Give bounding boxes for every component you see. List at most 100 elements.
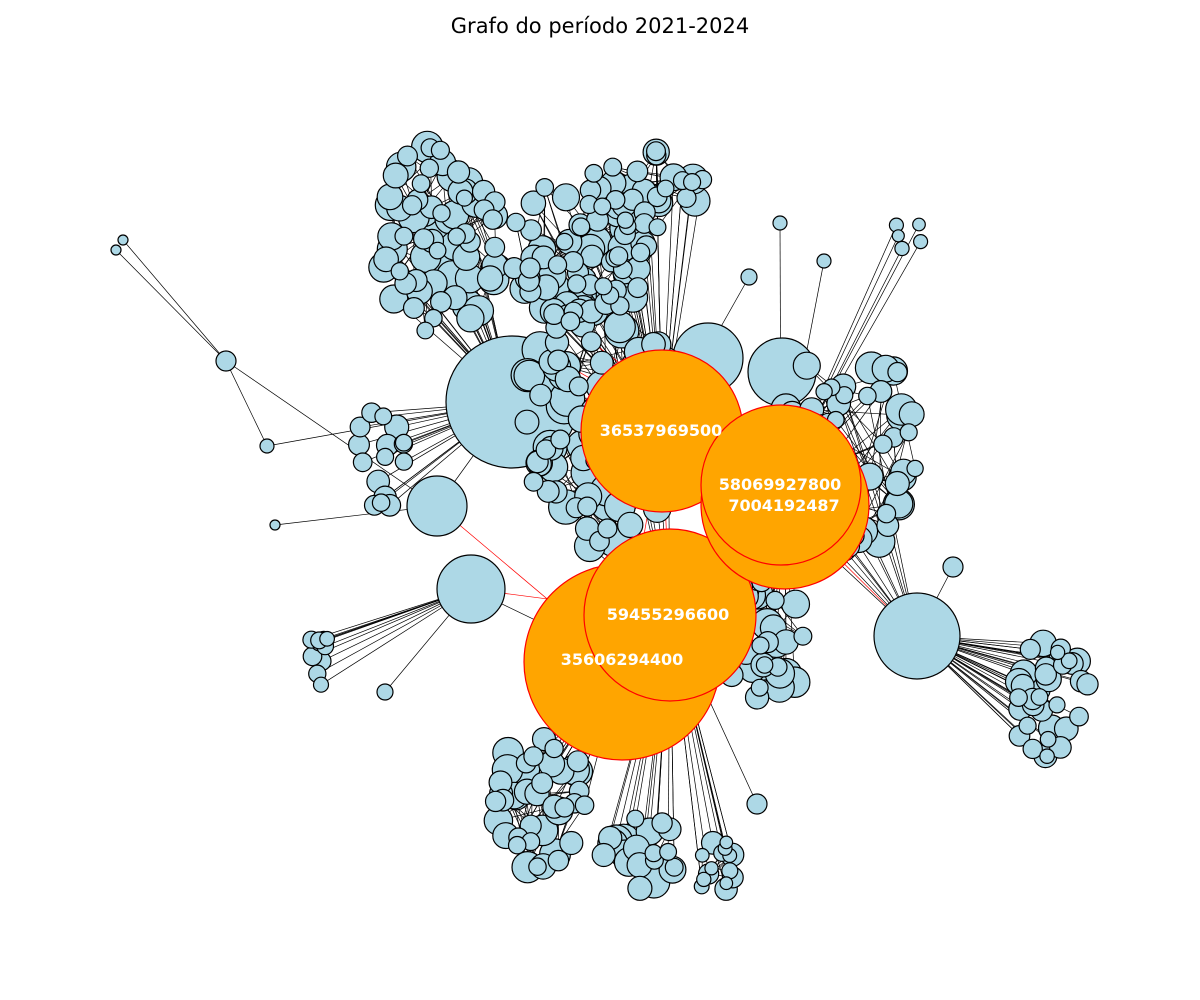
graph-node (1060, 652, 1078, 670)
graph-node (436, 554, 506, 624)
graph-node (566, 750, 589, 773)
graph-node (676, 187, 697, 208)
hub-label-layer: 36537969500 58069927800 7004192487 59455… (561, 421, 841, 669)
graph-node (884, 470, 910, 497)
graph-node (1039, 730, 1057, 748)
graph-node (571, 217, 591, 237)
graph-node (476, 265, 504, 292)
graph-node (721, 862, 739, 880)
graph-node (536, 479, 560, 503)
graph-node (751, 636, 770, 655)
graph-node (694, 847, 710, 863)
graph-node (597, 518, 618, 539)
graph-node (815, 383, 833, 401)
graph-node (397, 145, 419, 167)
graph-node (704, 861, 719, 876)
graph-node (876, 503, 897, 524)
graph-node (580, 331, 602, 353)
graph-node (551, 183, 581, 212)
graph-node (531, 772, 554, 795)
graph-node (608, 246, 629, 266)
graph-node (816, 253, 832, 269)
graph-node (559, 830, 584, 856)
graph-node (568, 376, 589, 397)
graph-node (627, 875, 653, 901)
graph-node (630, 242, 651, 263)
graph-node (432, 204, 451, 223)
graph-node (584, 163, 604, 183)
graph-node (765, 590, 785, 611)
hub-label: 58069927800 (719, 475, 841, 494)
graph-node (349, 416, 371, 438)
hub-node-59455296600 (583, 528, 757, 702)
graph-node (376, 447, 395, 466)
graph-node (1049, 644, 1066, 661)
graph-node (547, 349, 570, 372)
graph-node (912, 217, 926, 232)
graph-node (390, 262, 409, 281)
graph-node (455, 189, 473, 207)
graph-node (616, 211, 635, 229)
graph-node (603, 310, 636, 344)
graph-node (591, 842, 616, 868)
graph-node (740, 268, 758, 286)
graph-node (513, 359, 546, 392)
graph-node (215, 350, 237, 372)
graph-node (376, 683, 394, 701)
graph-node (547, 255, 568, 275)
graph-node (898, 401, 925, 428)
graph-node (719, 835, 734, 850)
graph-node (382, 162, 409, 189)
graph-node (555, 232, 574, 251)
graph-node (894, 240, 910, 257)
graph-node (519, 257, 541, 279)
graph-title: Grafo do período 2021-2024 (451, 14, 749, 38)
graph-node (535, 177, 555, 197)
graph-node (645, 141, 666, 162)
graph-node (792, 351, 821, 380)
graph-node (535, 439, 557, 460)
graph-node (1048, 696, 1066, 714)
graph-node (858, 386, 877, 406)
graph-node (523, 471, 544, 492)
graph-node (544, 738, 564, 759)
graph-node (1069, 706, 1089, 727)
graph-node (319, 630, 336, 647)
graph-node (626, 160, 649, 183)
graph-node (484, 790, 507, 813)
node-layer (110, 130, 1099, 901)
hub-layer (523, 349, 870, 761)
graph-node (550, 429, 571, 450)
graph-node (1018, 716, 1037, 735)
graph-node (117, 234, 129, 246)
graph-node (793, 626, 813, 646)
graph-node (482, 209, 503, 230)
graph-node (750, 678, 769, 697)
graph-node (269, 519, 281, 531)
graph-node (755, 656, 774, 674)
graph-node (1009, 688, 1028, 707)
graph-node (560, 311, 581, 332)
graph-node (574, 795, 595, 815)
graph-node (664, 857, 684, 877)
hub-label: 35606294400 (561, 650, 683, 669)
graph-node (593, 197, 612, 216)
hub-label: 59455296600 (607, 605, 729, 624)
graph-node (514, 409, 540, 435)
graph-node (430, 291, 452, 313)
graph-node (312, 676, 330, 693)
graph-node (507, 835, 527, 855)
graph-node (772, 215, 788, 231)
graph-node (603, 157, 623, 177)
graph-node (651, 812, 673, 834)
graph-node (428, 241, 447, 260)
graph-node (891, 229, 905, 243)
graph-node (589, 350, 614, 375)
graph-node (648, 218, 667, 237)
graph-node (1030, 688, 1049, 706)
graph-node (1019, 638, 1041, 661)
graph-node (401, 195, 423, 216)
graph-node (835, 386, 854, 405)
graph-node (413, 228, 435, 250)
graph-node (374, 407, 393, 426)
